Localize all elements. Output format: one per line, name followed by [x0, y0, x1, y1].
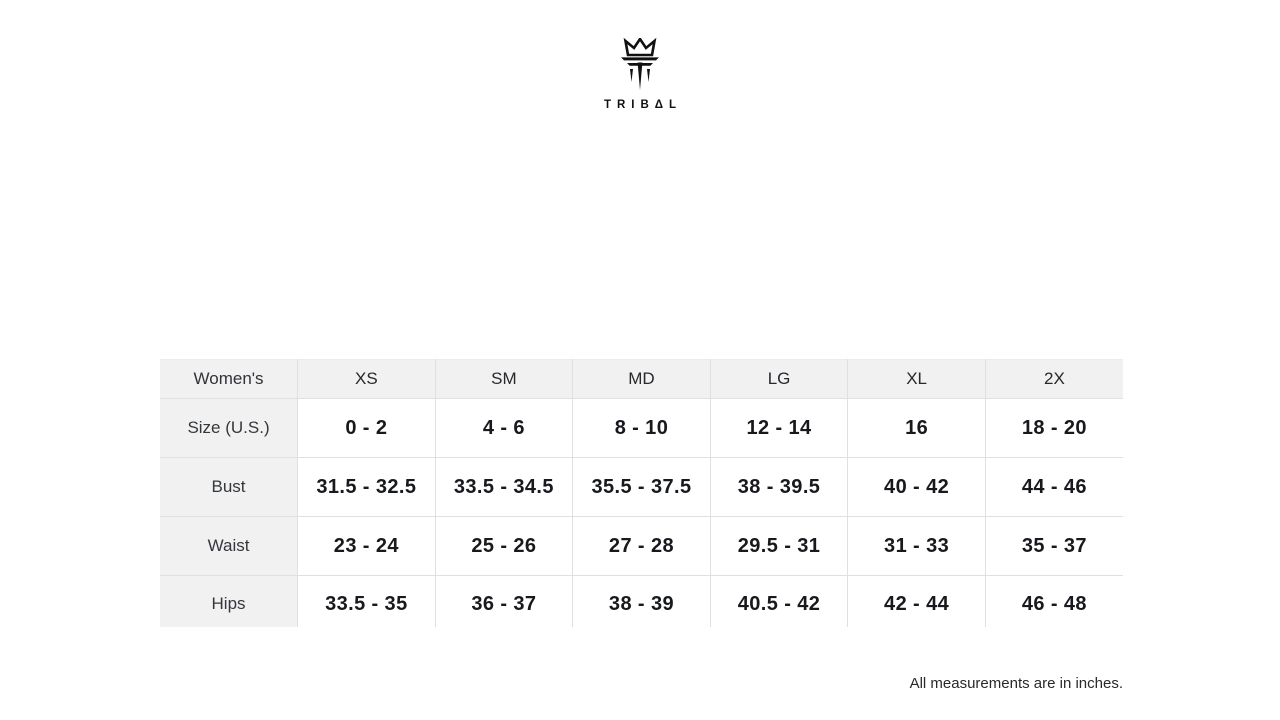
measurement-cell: 27 - 28	[572, 516, 711, 576]
measurement-cell: 38 - 39	[572, 575, 711, 627]
row-label: Size (U.S.)	[160, 398, 299, 458]
table-row: Waist 23 - 24 25 - 26 27 - 28 29.5 - 31 31 - …	[160, 516, 1123, 576]
measurement-cell: 25 - 26	[435, 516, 574, 576]
column-header-2x: 2X	[985, 359, 1123, 399]
measurement-cell: 23 - 24	[297, 516, 436, 576]
measurement-cell: 18 - 20	[985, 398, 1123, 458]
measurement-cell: 35 - 37	[985, 516, 1123, 576]
row-label: Hips	[160, 575, 299, 627]
measurement-cell: 4 - 6	[435, 398, 574, 458]
table-row: Hips 33.5 - 35 36 - 37 38 - 39 40.5 - 42 42 -…	[160, 575, 1123, 627]
measurement-cell: 33.5 - 35	[297, 575, 436, 627]
measurement-cell: 46 - 48	[985, 575, 1123, 627]
measurement-cell: 33.5 - 34.5	[435, 457, 574, 517]
measurement-cell: 44 - 46	[985, 457, 1123, 517]
measurement-cell: 0 - 2	[297, 398, 436, 458]
row-label: Bust	[160, 457, 299, 517]
brand-wordmark: TRIBΔL	[603, 99, 683, 111]
crown-t-logo-icon	[621, 38, 659, 90]
size-chart-head: Women's XS SM MD LG XL 2X	[160, 359, 1123, 399]
column-header-xs: XS	[297, 359, 436, 399]
row-label: Waist	[160, 516, 299, 576]
measurement-cell: 8 - 10	[572, 398, 711, 458]
measurement-cell: 40.5 - 42	[710, 575, 849, 627]
measurement-note: All measurements are in inches.	[909, 675, 1123, 692]
measurement-cell: 31.5 - 32.5	[297, 457, 436, 517]
measurement-cell: 36 - 37	[435, 575, 574, 627]
column-header-sm: SM	[435, 359, 574, 399]
measurement-cell: 31 - 33	[847, 516, 986, 576]
corner-header: Women's	[160, 359, 299, 399]
column-header-md: MD	[572, 359, 711, 399]
measurement-cell: 42 - 44	[847, 575, 986, 627]
measurement-cell: 35.5 - 37.5	[572, 457, 711, 517]
measurement-cell: 16	[847, 398, 986, 458]
column-header-lg: LG	[710, 359, 849, 399]
measurement-cell: 12 - 14	[710, 398, 849, 458]
header-row: Women's XS SM MD LG XL 2X	[160, 359, 1123, 399]
measurement-cell: 40 - 42	[847, 457, 986, 517]
column-header-xl: XL	[847, 359, 986, 399]
measurement-cell: 38 - 39.5	[710, 457, 849, 517]
measurement-cell: 29.5 - 31	[710, 516, 849, 576]
brand-header: TRIBΔL	[0, 38, 1280, 111]
table-row: Bust 31.5 - 32.5 33.5 - 34.5 35.5 - 37.5 38 …	[160, 457, 1123, 517]
